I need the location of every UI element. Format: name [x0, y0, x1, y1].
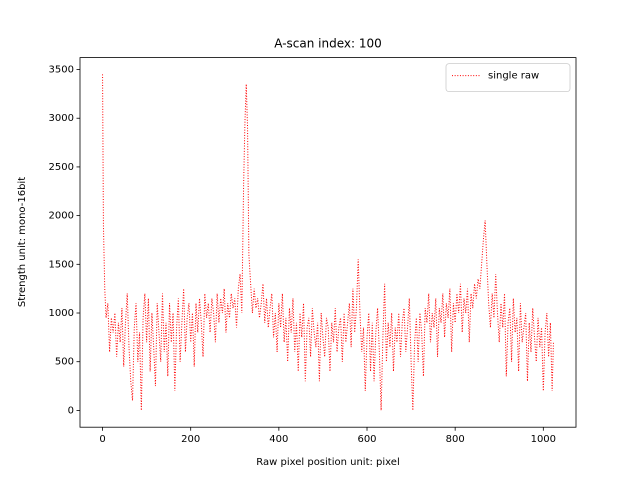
- y-tick-label: 3000: [49, 113, 74, 124]
- y-tick-label: 0: [68, 405, 74, 416]
- data-line: [102, 74, 554, 411]
- y-tick-label: 2000: [49, 211, 74, 222]
- y-tick-label: 2500: [49, 162, 74, 173]
- plot-frame: [79, 57, 577, 428]
- x-tick-label: 200: [181, 434, 200, 445]
- x-tick-label: 1000: [531, 434, 556, 445]
- x-tick-label: 0: [99, 434, 105, 445]
- x-tick-label: 400: [269, 434, 288, 445]
- y-tick-label: 3500: [49, 65, 74, 76]
- y-tick-label: 1500: [49, 259, 74, 270]
- x-axis-label: Raw pixel position unit: pixel: [256, 457, 399, 468]
- legend-label: single raw: [488, 71, 539, 82]
- y-axis-label: Strength unit: mono-16bit: [17, 177, 28, 307]
- x-tick-label: 800: [446, 434, 465, 445]
- legend-box: [445, 63, 571, 92]
- y-tick-label: 500: [55, 357, 74, 368]
- chart-title: A-scan index: 100: [274, 37, 382, 51]
- x-tick-label: 600: [357, 434, 376, 445]
- y-tick-label: 1000: [49, 308, 74, 319]
